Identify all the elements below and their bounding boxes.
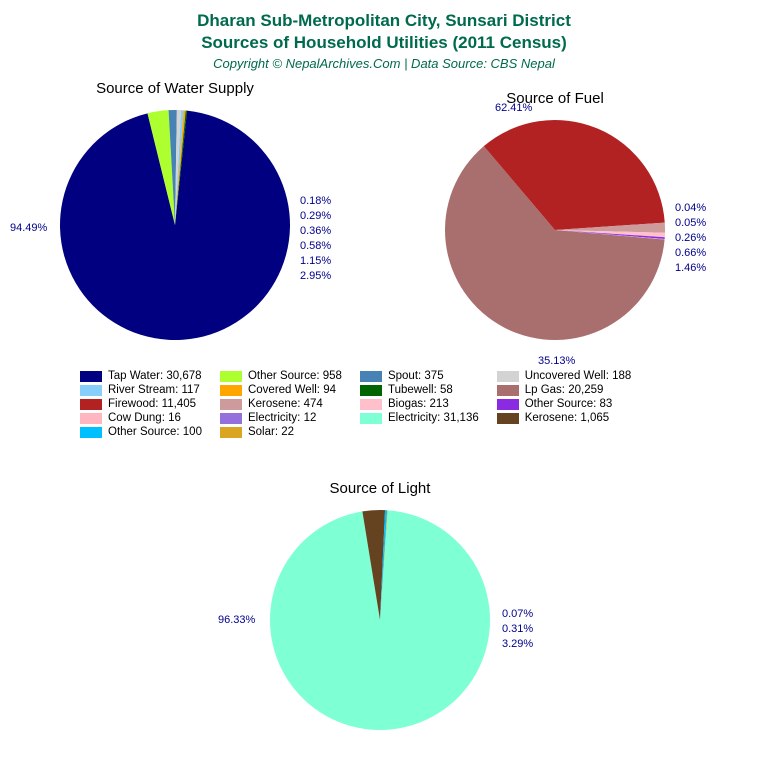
water-pct-label: 0.36%	[300, 225, 331, 237]
legend-item: Spout: 375	[360, 370, 479, 382]
light-slice	[270, 510, 490, 730]
water-slice	[169, 110, 177, 225]
legend-item: Other Source: 83	[497, 398, 632, 410]
legend-swatch	[360, 399, 382, 410]
legend-swatch	[220, 427, 242, 438]
legend-swatch	[360, 371, 382, 382]
legend-swatch	[80, 427, 102, 438]
water-slice	[175, 110, 186, 225]
legend-item: Electricity: 31,136	[360, 412, 479, 424]
legend-item: Kerosene: 474	[220, 398, 342, 410]
legend-swatch	[220, 413, 242, 424]
fuel-slice	[555, 223, 665, 233]
legend-label: Electricity: 12	[248, 412, 316, 424]
water-slice	[60, 111, 290, 340]
fuel-pct-label: 1.46%	[675, 262, 706, 274]
legend-label: Other Source: 83	[525, 398, 613, 410]
light-pct-label: 0.07%	[502, 608, 533, 620]
light-slice	[362, 510, 385, 620]
legend-label: Lp Gas: 20,259	[525, 384, 604, 396]
legend-label: Solar: 22	[248, 426, 294, 438]
title-line1: Dharan Sub-Metropolitan City, Sunsari Di…	[0, 10, 768, 32]
legend-item: Tubewell: 58	[360, 384, 479, 396]
water-pct-label: 1.15%	[300, 255, 331, 267]
legend-swatch	[360, 385, 382, 396]
legend-item: Lp Gas: 20,259	[497, 384, 632, 396]
legend-swatch	[80, 413, 102, 424]
legend-item: Covered Well: 94	[220, 384, 342, 396]
fuel-pct-label: 0.26%	[675, 232, 706, 244]
legend-swatch	[220, 385, 242, 396]
light-pct-label: 3.29%	[502, 638, 533, 650]
fuel-slice	[555, 230, 665, 239]
fuel-pct-label: 0.66%	[675, 247, 706, 259]
legend-label: Other Source: 100	[108, 426, 202, 438]
water-slice	[175, 110, 181, 225]
legend-item: Kerosene: 1,065	[497, 412, 632, 424]
copyright-line: Copyright © NepalArchives.Com | Data Sou…	[0, 56, 768, 71]
water-title: Source of Water Supply	[55, 80, 295, 97]
light-title: Source of Light	[260, 480, 500, 497]
water-pct-label: 0.18%	[300, 195, 331, 207]
water-pct-label: 2.95%	[300, 270, 331, 282]
legend-swatch	[497, 399, 519, 410]
water-pct-label: 0.29%	[300, 210, 331, 222]
legend-swatch	[497, 413, 519, 424]
legend-label: Other Source: 958	[248, 370, 342, 382]
legend-item: Cow Dung: 16	[80, 412, 202, 424]
light-slice	[380, 510, 387, 620]
fuel-title: Source of Fuel	[435, 90, 675, 107]
legend-swatch	[220, 371, 242, 382]
light-slice	[380, 510, 388, 620]
legend-label: Kerosene: 474	[248, 398, 323, 410]
legend-item: Other Source: 100	[80, 426, 202, 438]
legend-label: Cow Dung: 16	[108, 412, 181, 424]
fuel-pct-label: 35.13%	[538, 355, 575, 367]
legend-swatch	[80, 371, 102, 382]
legend-swatch	[497, 371, 519, 382]
fuel-pct-label: 0.04%	[675, 202, 706, 214]
water-pct-label: 94.49%	[10, 222, 47, 234]
legend-item: Other Source: 958	[220, 370, 342, 382]
legend-item: Uncovered Well: 188	[497, 370, 632, 382]
legend-label: Uncovered Well: 188	[525, 370, 632, 382]
fuel-slice	[484, 120, 665, 230]
title-line2: Sources of Household Utilities (2011 Cen…	[0, 32, 768, 54]
legend-item: Biogas: 213	[360, 398, 479, 410]
fuel-pct-label: 0.05%	[675, 217, 706, 229]
legend-item: Solar: 22	[220, 426, 342, 438]
water-pct-label: 0.58%	[300, 240, 331, 252]
water-slice	[175, 110, 184, 225]
legend-item: Firewood: 11,405	[80, 398, 202, 410]
legend-label: Electricity: 31,136	[388, 412, 479, 424]
fuel-slice	[555, 230, 665, 240]
legend-item: Tap Water: 30,678	[80, 370, 202, 382]
legend-label: Tap Water: 30,678	[108, 370, 202, 382]
legend-label: Kerosene: 1,065	[525, 412, 609, 424]
light-pct-label: 0.31%	[502, 623, 533, 635]
legend-label: Tubewell: 58	[388, 384, 453, 396]
legend-label: Firewood: 11,405	[108, 398, 196, 410]
legend-swatch	[80, 399, 102, 410]
fuel-slice	[445, 146, 665, 340]
legend-label: Biogas: 213	[388, 398, 449, 410]
fuel-slice	[555, 230, 665, 237]
legend-label: Covered Well: 94	[248, 384, 336, 396]
legend-label: Spout: 375	[388, 370, 444, 382]
light-pct-label: 96.33%	[218, 614, 255, 626]
water-slice	[175, 111, 187, 225]
legend-label: River Stream: 117	[108, 384, 200, 396]
legend-item: River Stream: 117	[80, 384, 202, 396]
legend-swatch	[220, 399, 242, 410]
legend-swatch	[360, 413, 382, 424]
water-slice	[147, 110, 175, 225]
legend-item: Electricity: 12	[220, 412, 342, 424]
legend: Tap Water: 30,678 River Stream: 117 Firewo…	[80, 370, 649, 440]
fuel-slice	[555, 230, 665, 239]
fuel-pct-label: 62.41%	[495, 102, 532, 114]
legend-swatch	[497, 385, 519, 396]
legend-swatch	[80, 385, 102, 396]
